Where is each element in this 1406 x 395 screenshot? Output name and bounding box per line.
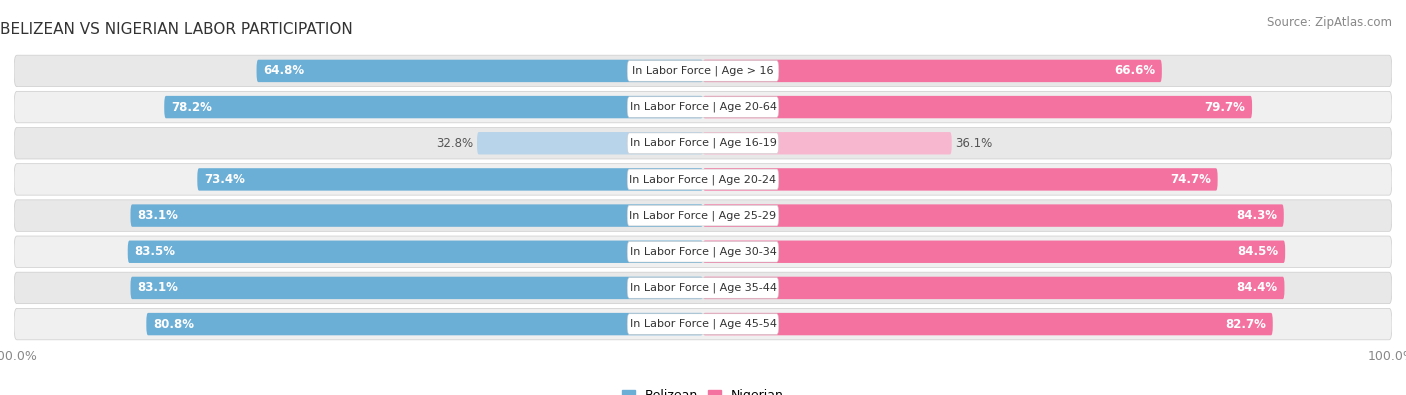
Text: 78.2%: 78.2% [172, 101, 212, 114]
FancyBboxPatch shape [703, 60, 1161, 82]
Text: 84.4%: 84.4% [1236, 281, 1278, 294]
FancyBboxPatch shape [627, 60, 779, 81]
FancyBboxPatch shape [14, 308, 1392, 340]
FancyBboxPatch shape [14, 128, 1392, 159]
Text: In Labor Force | Age > 16: In Labor Force | Age > 16 [633, 66, 773, 76]
FancyBboxPatch shape [627, 241, 779, 262]
Text: 36.1%: 36.1% [955, 137, 993, 150]
Text: In Labor Force | Age 35-44: In Labor Force | Age 35-44 [630, 283, 776, 293]
Text: 82.7%: 82.7% [1225, 318, 1265, 331]
FancyBboxPatch shape [197, 168, 703, 191]
Text: 74.7%: 74.7% [1170, 173, 1211, 186]
Text: 83.5%: 83.5% [135, 245, 176, 258]
FancyBboxPatch shape [14, 272, 1392, 304]
FancyBboxPatch shape [131, 277, 703, 299]
FancyBboxPatch shape [14, 164, 1392, 195]
FancyBboxPatch shape [627, 278, 779, 298]
Text: 84.3%: 84.3% [1236, 209, 1277, 222]
Text: 80.8%: 80.8% [153, 318, 194, 331]
Text: 84.5%: 84.5% [1237, 245, 1278, 258]
Text: In Labor Force | Age 20-64: In Labor Force | Age 20-64 [630, 102, 776, 112]
FancyBboxPatch shape [703, 277, 1285, 299]
Text: Source: ZipAtlas.com: Source: ZipAtlas.com [1267, 16, 1392, 29]
Text: In Labor Force | Age 45-54: In Labor Force | Age 45-54 [630, 319, 776, 329]
FancyBboxPatch shape [14, 55, 1392, 87]
Text: 83.1%: 83.1% [138, 281, 179, 294]
Text: In Labor Force | Age 20-24: In Labor Force | Age 20-24 [630, 174, 776, 185]
FancyBboxPatch shape [131, 204, 703, 227]
Text: 66.6%: 66.6% [1114, 64, 1154, 77]
FancyBboxPatch shape [703, 313, 1272, 335]
Text: In Labor Force | Age 30-34: In Labor Force | Age 30-34 [630, 246, 776, 257]
Text: 64.8%: 64.8% [263, 64, 305, 77]
FancyBboxPatch shape [256, 60, 703, 82]
Text: 73.4%: 73.4% [204, 173, 245, 186]
Legend: Belizean, Nigerian: Belizean, Nigerian [617, 384, 789, 395]
FancyBboxPatch shape [703, 96, 1253, 118]
FancyBboxPatch shape [627, 133, 779, 154]
FancyBboxPatch shape [627, 314, 779, 335]
FancyBboxPatch shape [627, 97, 779, 117]
Text: In Labor Force | Age 16-19: In Labor Force | Age 16-19 [630, 138, 776, 149]
FancyBboxPatch shape [627, 205, 779, 226]
Text: BELIZEAN VS NIGERIAN LABOR PARTICIPATION: BELIZEAN VS NIGERIAN LABOR PARTICIPATION [0, 21, 353, 36]
FancyBboxPatch shape [146, 313, 703, 335]
Text: In Labor Force | Age 25-29: In Labor Force | Age 25-29 [630, 210, 776, 221]
Text: 83.1%: 83.1% [138, 209, 179, 222]
Text: 32.8%: 32.8% [436, 137, 474, 150]
FancyBboxPatch shape [477, 132, 703, 154]
FancyBboxPatch shape [703, 132, 952, 154]
FancyBboxPatch shape [165, 96, 703, 118]
FancyBboxPatch shape [703, 241, 1285, 263]
FancyBboxPatch shape [703, 168, 1218, 191]
FancyBboxPatch shape [703, 204, 1284, 227]
FancyBboxPatch shape [128, 241, 703, 263]
FancyBboxPatch shape [14, 236, 1392, 267]
Text: 79.7%: 79.7% [1205, 101, 1246, 114]
FancyBboxPatch shape [14, 200, 1392, 231]
FancyBboxPatch shape [14, 91, 1392, 123]
FancyBboxPatch shape [627, 169, 779, 190]
